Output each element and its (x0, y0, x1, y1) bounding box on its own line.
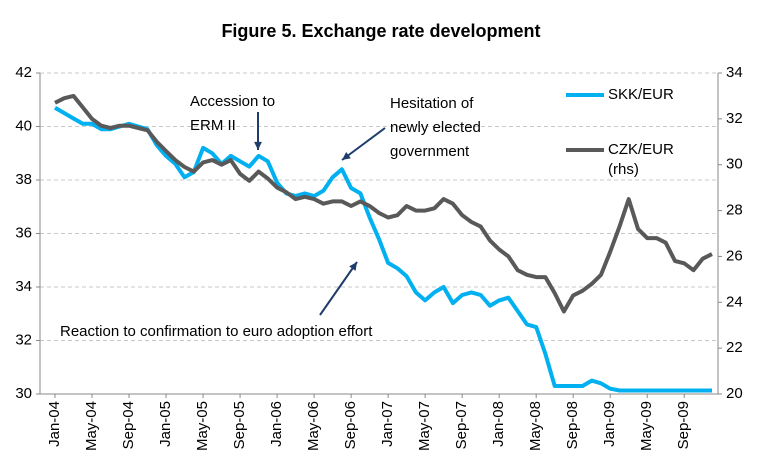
y-tick-label: 32 (15, 331, 32, 348)
y-tick-label: 36 (15, 224, 32, 241)
x-tick-label: Jan-08 (490, 401, 507, 447)
x-tick-label: May-07 (416, 401, 433, 451)
y2-tick-label: 20 (726, 385, 743, 402)
x-tick-label: May-06 (305, 401, 322, 451)
y2-tick-label: 34 (726, 64, 743, 81)
legend-label: CZK/EUR (rhs) (608, 141, 674, 178)
arrow-head (349, 262, 357, 271)
annotation: newly elected (390, 119, 481, 136)
x-tick-label: Sep-08 (564, 401, 581, 449)
annotation: Accession to (190, 93, 275, 110)
y-tick-label: 30 (15, 385, 32, 402)
y-tick-label: 38 (15, 171, 32, 188)
y2-tick-label: 28 (726, 202, 743, 219)
chart-title: Figure 5. Exchange rate development (221, 21, 540, 41)
y2-tick-label: 24 (726, 293, 743, 310)
arrow-head (342, 152, 351, 160)
line-series (54, 93, 713, 314)
y2-tick-label: 22 (726, 339, 743, 356)
x-tick-label: Sep-09 (675, 401, 692, 449)
annotation: Hesitation of (390, 95, 474, 112)
x-tick-label: Sep-04 (120, 401, 137, 449)
y2-tick-label: 32 (726, 110, 743, 127)
annotation-arrow (341, 127, 386, 161)
x-tick-label: Jan-07 (379, 401, 396, 447)
x-tick-label: Jan-05 (157, 401, 174, 447)
y-tick-label: 34 (15, 278, 32, 295)
x-tick-label: Jan-06 (268, 401, 285, 447)
x-tick-label: Sep-07 (453, 401, 470, 449)
x-tick-label: Sep-06 (342, 401, 359, 449)
annotation: ERM II (190, 117, 236, 134)
x-tick-label: May-04 (83, 401, 100, 451)
y-tick-label: 42 (15, 64, 32, 81)
y-tick-label: 40 (15, 117, 32, 134)
x-tick-label: May-08 (527, 401, 544, 451)
x-tick-label: Jan-09 (601, 401, 618, 447)
annotation: Reaction to confirmation to euro adoptio… (60, 323, 373, 340)
annotation-arrow (319, 261, 358, 316)
y2-tick-label: 26 (726, 247, 743, 264)
arrow-head (254, 141, 262, 150)
x-tick-label: Sep-05 (231, 401, 248, 449)
annotation: government (390, 143, 470, 160)
x-tick-label: May-05 (194, 401, 211, 451)
x-tick-label: May-09 (638, 401, 655, 451)
legend-label: SKK/EUR (608, 86, 674, 103)
line-series (54, 106, 712, 393)
x-tick-label: Jan-04 (46, 401, 63, 447)
y2-tick-label: 30 (726, 156, 743, 173)
